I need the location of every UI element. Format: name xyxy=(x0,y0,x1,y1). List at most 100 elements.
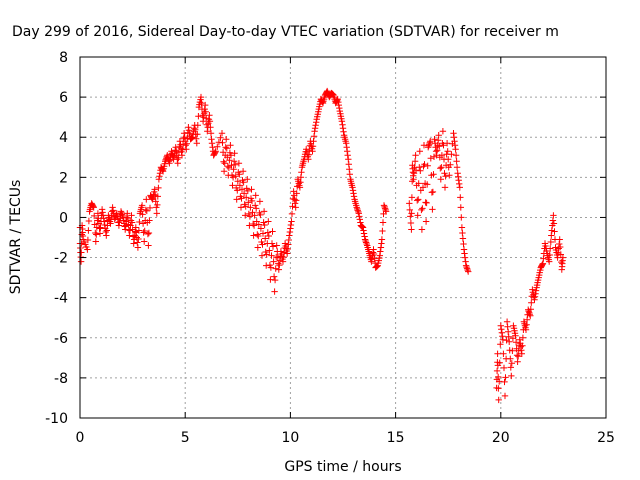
data-point xyxy=(506,338,513,345)
data-point xyxy=(136,218,143,226)
data-point xyxy=(92,238,99,245)
data-point xyxy=(508,372,515,380)
data-point xyxy=(457,194,464,201)
data-point xyxy=(441,170,448,177)
data-point xyxy=(445,156,452,163)
data-point xyxy=(253,205,260,212)
data-point xyxy=(252,202,259,209)
data-point xyxy=(441,184,449,191)
data-point xyxy=(414,197,421,204)
data-point xyxy=(550,220,558,227)
data-point xyxy=(361,233,368,240)
data-point xyxy=(128,212,135,219)
data-point xyxy=(229,182,236,189)
data-point xyxy=(96,230,104,237)
data-point xyxy=(135,227,143,234)
data-point xyxy=(356,216,363,223)
data-point xyxy=(190,125,198,132)
data-point xyxy=(154,193,161,200)
data-point xyxy=(432,148,440,155)
data-point xyxy=(382,208,390,215)
data-point xyxy=(344,152,351,159)
data-point xyxy=(218,130,226,137)
data-point xyxy=(360,230,368,237)
data-point xyxy=(271,276,279,284)
data-point xyxy=(172,144,179,151)
data-point xyxy=(261,221,268,229)
data-point xyxy=(430,171,437,178)
data-point xyxy=(239,168,247,175)
data-point xyxy=(252,192,259,199)
data-point xyxy=(259,230,267,237)
data-point xyxy=(556,236,563,243)
data-point xyxy=(166,157,174,164)
data-point xyxy=(458,214,465,221)
data-point xyxy=(459,235,467,242)
data-point xyxy=(427,155,434,162)
data-point xyxy=(417,167,424,174)
data-point xyxy=(273,242,280,249)
data-point xyxy=(462,262,470,269)
data-point xyxy=(268,240,276,247)
data-point xyxy=(436,143,443,150)
data-point xyxy=(230,158,238,165)
data-point xyxy=(200,110,208,117)
data-point xyxy=(240,179,247,186)
data-point xyxy=(242,212,249,219)
data-point xyxy=(354,207,361,214)
y-tick-label: 0 xyxy=(59,210,68,226)
chart-title: Day 299 of 2016, Sidereal Day-to-day VTE… xyxy=(12,24,559,40)
data-point xyxy=(217,134,224,141)
data-point xyxy=(224,163,231,170)
data-point xyxy=(84,246,91,253)
data-point xyxy=(208,140,216,147)
data-point xyxy=(206,112,213,119)
data-point xyxy=(193,140,200,147)
data-point xyxy=(408,226,415,233)
data-point xyxy=(407,219,415,227)
data-point xyxy=(270,258,277,265)
data-point xyxy=(379,219,387,226)
data-point xyxy=(132,228,139,235)
data-point xyxy=(416,148,423,155)
data-point xyxy=(256,198,264,205)
x-axis-label: GPS time / hours xyxy=(284,459,401,475)
data-point xyxy=(463,263,470,271)
data-point xyxy=(435,132,442,139)
data-point xyxy=(220,158,227,165)
data-point xyxy=(526,311,533,318)
data-point xyxy=(306,147,313,154)
data-point xyxy=(418,226,426,233)
data-point xyxy=(246,213,254,220)
data-point xyxy=(495,373,502,381)
data-point xyxy=(234,178,241,185)
data-point xyxy=(340,128,347,135)
data-point xyxy=(284,250,291,257)
data-point xyxy=(456,184,463,191)
data-point xyxy=(427,138,434,145)
data-point xyxy=(310,138,317,145)
data-point xyxy=(279,258,287,265)
data-point xyxy=(155,184,162,192)
data-point xyxy=(350,193,358,200)
data-point xyxy=(514,358,521,365)
data-point xyxy=(442,173,449,180)
data-point xyxy=(151,186,158,193)
data-point xyxy=(124,215,132,223)
data-point xyxy=(232,173,239,180)
data-point xyxy=(255,221,262,228)
data-point xyxy=(546,251,553,259)
data-point xyxy=(212,148,219,155)
data-point xyxy=(97,224,104,231)
data-point xyxy=(135,235,142,243)
plot-frame xyxy=(79,56,607,419)
data-point xyxy=(292,204,299,211)
y-tick-label: -8 xyxy=(54,371,68,387)
data-point xyxy=(298,169,305,176)
data-point xyxy=(238,186,246,193)
data-point xyxy=(293,190,300,197)
data-point xyxy=(495,396,502,404)
data-point xyxy=(129,233,137,240)
data-points xyxy=(76,87,567,404)
